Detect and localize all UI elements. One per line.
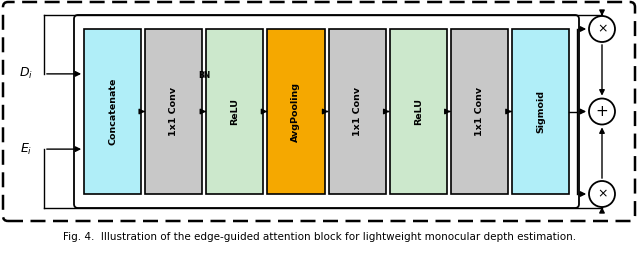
FancyBboxPatch shape (512, 29, 569, 194)
FancyBboxPatch shape (328, 29, 386, 194)
FancyBboxPatch shape (74, 15, 579, 208)
Circle shape (589, 181, 615, 207)
Circle shape (589, 99, 615, 124)
Text: $+$: $+$ (595, 104, 609, 119)
Text: ReLU: ReLU (413, 98, 422, 125)
Text: Concatenate: Concatenate (108, 78, 117, 145)
Text: $\times$: $\times$ (596, 187, 607, 200)
FancyBboxPatch shape (451, 29, 508, 194)
FancyBboxPatch shape (84, 29, 141, 194)
FancyBboxPatch shape (206, 29, 264, 194)
FancyBboxPatch shape (390, 29, 447, 194)
Text: $D_i$: $D_i$ (19, 66, 33, 82)
Text: Fig. 4.  Illustration of the edge-guided attention block for lightweight monocul: Fig. 4. Illustration of the edge-guided … (63, 232, 577, 242)
Text: 1x1 Conv: 1x1 Conv (353, 87, 362, 136)
Circle shape (589, 16, 615, 42)
Text: ReLU: ReLU (230, 98, 239, 125)
Text: AvgPooling: AvgPooling (291, 82, 300, 141)
FancyBboxPatch shape (145, 29, 202, 194)
FancyBboxPatch shape (3, 2, 635, 221)
FancyBboxPatch shape (268, 29, 324, 194)
Text: 1x1 Conv: 1x1 Conv (169, 87, 178, 136)
Text: $E_i$: $E_i$ (20, 141, 32, 157)
Text: $\times$: $\times$ (596, 23, 607, 36)
Text: BN: BN (198, 71, 211, 80)
Text: Sigmoid: Sigmoid (536, 90, 545, 133)
Text: 1x1 Conv: 1x1 Conv (475, 87, 484, 136)
